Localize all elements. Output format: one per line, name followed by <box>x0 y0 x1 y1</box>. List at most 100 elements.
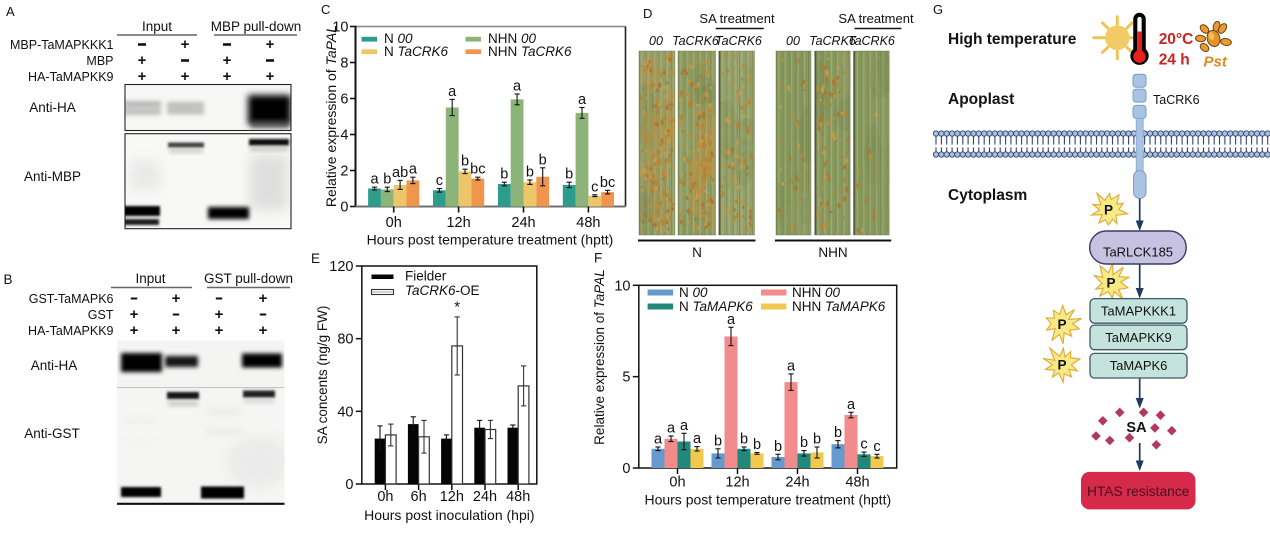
svg-text:00: 00 <box>649 34 663 48</box>
svg-text:C: C <box>321 2 330 17</box>
svg-text:120: 120 <box>329 259 353 275</box>
svg-text:a: a <box>448 84 457 100</box>
svg-text:bc: bc <box>600 175 615 191</box>
svg-text:TaCRK6: TaCRK6 <box>715 34 762 48</box>
svg-text:20°C: 20°C <box>1159 31 1194 48</box>
svg-text:Input: Input <box>142 19 172 34</box>
svg-text:+: + <box>259 322 268 339</box>
svg-text:48h: 48h <box>576 215 600 231</box>
svg-text:b: b <box>800 435 808 451</box>
svg-text:12h: 12h <box>725 475 749 491</box>
svg-text:00: 00 <box>786 34 800 48</box>
svg-text:+: + <box>181 36 190 53</box>
svg-text:P: P <box>1104 202 1113 217</box>
svg-text:N: N <box>692 245 702 260</box>
svg-text:24h: 24h <box>785 475 809 491</box>
svg-text:SA concents (ng/g FW): SA concents (ng/g FW) <box>315 306 330 445</box>
svg-text:+: + <box>138 68 147 85</box>
svg-text:+: + <box>266 68 275 85</box>
svg-text:SA treatment: SA treatment <box>699 11 775 26</box>
svg-text:N 00: N 00 <box>679 285 708 300</box>
svg-text:Anti-HA: Anti-HA <box>31 358 78 373</box>
svg-text:TaCRK6: TaCRK6 <box>1153 93 1200 107</box>
svg-text:B: B <box>4 272 13 287</box>
svg-text:b: b <box>813 431 821 447</box>
svg-text:+: + <box>223 68 232 85</box>
svg-text:SA treatment: SA treatment <box>838 11 914 26</box>
svg-text:TaMAPKK9: TaMAPKK9 <box>1105 330 1171 345</box>
svg-text:a: a <box>654 431 663 447</box>
svg-text:+: + <box>266 36 275 53</box>
svg-text:a: a <box>409 162 418 178</box>
svg-text:bc: bc <box>470 162 485 178</box>
svg-text:b: b <box>383 172 391 188</box>
svg-text:D: D <box>643 6 652 21</box>
svg-text:0h: 0h <box>669 475 685 491</box>
svg-text:A: A <box>6 4 15 19</box>
svg-text:a: a <box>847 397 856 413</box>
svg-text:a: a <box>680 418 689 434</box>
svg-text:HA-TaMAPKK9: HA-TaMAPKK9 <box>28 70 113 84</box>
svg-text:c: c <box>591 179 598 195</box>
svg-text:6: 6 <box>340 92 348 108</box>
svg-text:ab: ab <box>392 165 408 181</box>
svg-text:+: + <box>215 322 224 339</box>
svg-text:Pst: Pst <box>1204 54 1228 71</box>
svg-text:b: b <box>774 439 782 455</box>
svg-text:+: + <box>223 52 232 69</box>
svg-text:GST: GST <box>88 308 114 322</box>
svg-text:b: b <box>565 167 573 183</box>
svg-text:Anti-GST: Anti-GST <box>24 426 80 441</box>
svg-text:GST pull-down: GST pull-down <box>204 271 293 286</box>
svg-text:2: 2 <box>340 164 348 180</box>
svg-text:MBP: MBP <box>86 54 113 68</box>
svg-text:40: 40 <box>337 404 353 420</box>
svg-text:0: 0 <box>345 477 353 493</box>
svg-text:0: 0 <box>622 461 630 477</box>
svg-text:N TaCRK6: N TaCRK6 <box>384 44 449 59</box>
svg-text:+: + <box>181 68 190 85</box>
svg-text:+: + <box>130 306 139 323</box>
svg-text:b: b <box>526 165 534 181</box>
svg-text:MBP pull-down: MBP pull-down <box>211 19 302 34</box>
svg-text:HA-TaMAPKK9: HA-TaMAPKK9 <box>28 324 113 338</box>
svg-text:Hours post temperature treatme: Hours post temperature treatment (hptt) <box>644 492 891 508</box>
svg-text:24 h: 24 h <box>1159 52 1190 69</box>
svg-text:a: a <box>370 172 379 188</box>
svg-text:*: * <box>454 298 460 315</box>
svg-text:a: a <box>513 79 522 95</box>
svg-text:TaCRK6: TaCRK6 <box>672 34 719 48</box>
svg-text:0h: 0h <box>386 215 402 231</box>
svg-text:+: + <box>259 290 268 307</box>
svg-text:+: + <box>138 52 147 69</box>
svg-text:P: P <box>1106 276 1115 291</box>
svg-text:High temperature: High temperature <box>948 31 1077 48</box>
svg-text:48h: 48h <box>506 489 530 505</box>
svg-text:N TaMAPK6: N TaMAPK6 <box>679 299 753 314</box>
svg-text:Hours post temperature treatme: Hours post temperature treatment (hptt) <box>367 232 614 248</box>
svg-text:NHN: NHN <box>818 245 847 260</box>
svg-text:12h: 12h <box>446 215 470 231</box>
svg-text:NHN 00: NHN 00 <box>488 31 537 46</box>
svg-text:b: b <box>834 425 842 441</box>
svg-text:Fielder: Fielder <box>405 269 447 284</box>
svg-text:b: b <box>714 433 722 449</box>
svg-text:4: 4 <box>340 128 348 144</box>
svg-text:NHN TaMAPK6: NHN TaMAPK6 <box>792 299 886 314</box>
svg-text:GST-TaMAPK6: GST-TaMAPK6 <box>29 292 114 306</box>
svg-text:Cytoplasm: Cytoplasm <box>948 187 1027 204</box>
svg-text:0h: 0h <box>377 489 393 505</box>
svg-text:Apoplast: Apoplast <box>948 91 1014 108</box>
svg-text:24h: 24h <box>511 215 535 231</box>
svg-text:TaCRK6-OE: TaCRK6-OE <box>405 283 480 298</box>
svg-text:TaRLCK185: TaRLCK185 <box>1103 245 1173 260</box>
svg-text:c: c <box>860 437 867 453</box>
svg-text:8: 8 <box>340 56 348 72</box>
svg-text:a: a <box>693 431 702 447</box>
svg-text:c: c <box>873 439 880 455</box>
svg-text:5: 5 <box>622 370 630 386</box>
svg-text:E: E <box>311 251 320 266</box>
svg-text:P: P <box>1057 358 1066 373</box>
svg-text:NHN 00: NHN 00 <box>792 285 841 300</box>
svg-text:+: + <box>130 322 139 339</box>
